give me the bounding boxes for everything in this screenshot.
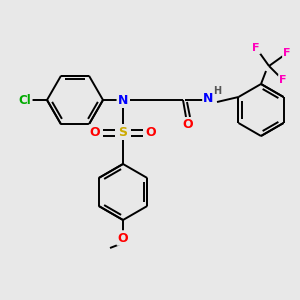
Text: F: F (252, 43, 260, 53)
Text: Cl: Cl (19, 94, 32, 106)
Text: N: N (118, 94, 128, 106)
Text: S: S (118, 125, 127, 139)
Text: F: F (283, 48, 291, 58)
Text: O: O (90, 125, 100, 139)
Text: O: O (146, 125, 156, 139)
Text: O: O (183, 118, 193, 131)
Text: O: O (118, 232, 128, 244)
Text: N: N (203, 92, 213, 104)
Text: F: F (279, 75, 287, 85)
Text: H: H (213, 86, 221, 96)
